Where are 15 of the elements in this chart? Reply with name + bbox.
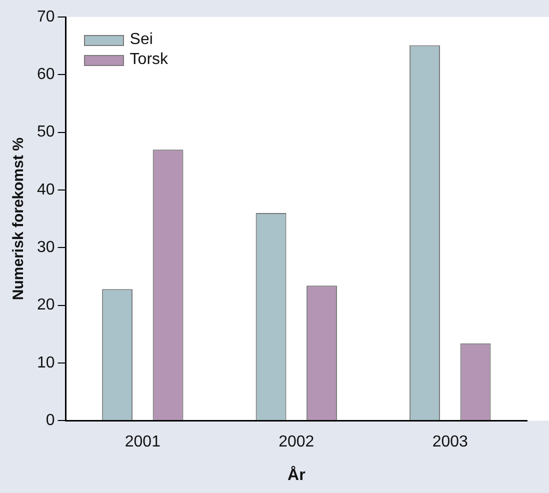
y-tick-label: 30	[37, 239, 55, 256]
y-tick-label: 10	[37, 354, 55, 372]
y-tick-label: 40	[37, 181, 55, 198]
y-tick-label: 50	[37, 124, 55, 141]
legend-label: Sei	[130, 31, 153, 49]
x-tick-label: 2003	[432, 434, 468, 451]
y-tick-label: 0	[46, 412, 55, 430]
legend-label: Torsk	[130, 51, 168, 69]
x-axis-title: År	[288, 464, 306, 484]
y-tick-label: 20	[37, 296, 55, 314]
x-tick-label: 2001	[124, 434, 161, 451]
y-tick-label: 70	[37, 8, 55, 26]
y-axis-title: Numerisk forekomst %	[10, 138, 28, 300]
x-tick-label: 2002	[278, 434, 314, 451]
y-tick-label: 60	[37, 66, 55, 84]
